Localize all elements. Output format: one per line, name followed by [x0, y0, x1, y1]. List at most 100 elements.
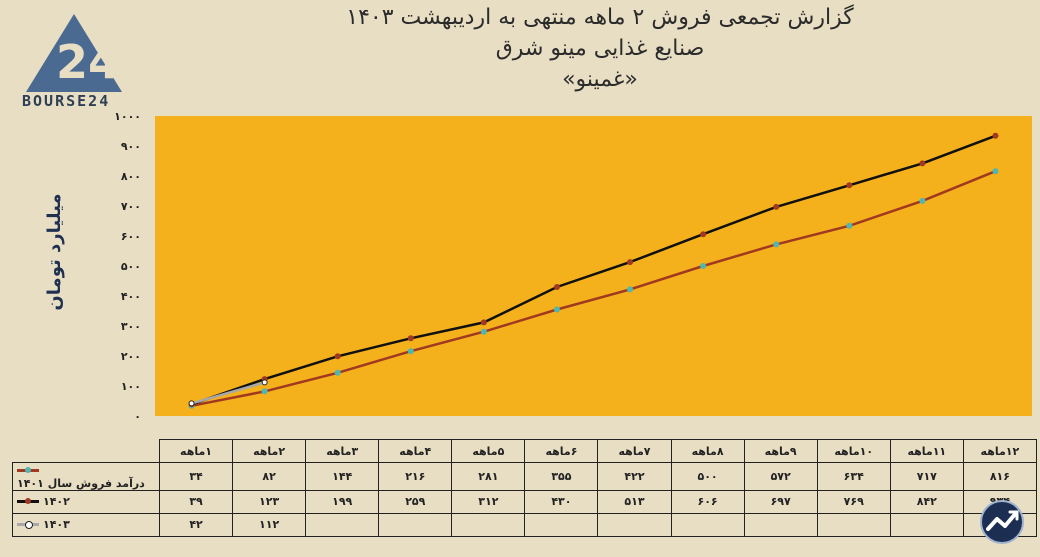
data-label: ۲۵۹ — [378, 489, 453, 514]
data-point — [627, 286, 634, 293]
y-tick-label: ۸۰۰ — [121, 170, 141, 183]
data-point — [919, 197, 926, 204]
data-point — [188, 400, 195, 407]
data-point — [553, 284, 560, 290]
chart-title: گزارش تجمعی فروش ۲ ماهه منتهی به اردیبهش… — [300, 2, 900, 95]
data-label: ۴۲ — [158, 512, 234, 537]
category-label: ۱۰ماهه — [816, 439, 891, 463]
data-point — [992, 132, 999, 139]
y-tick-label: ۵۰۰ — [121, 260, 141, 273]
data-point — [407, 348, 414, 355]
data-label: ۵۱۳ — [597, 489, 672, 514]
data-label: ۶۹۷ — [743, 489, 818, 514]
legend-label: ۱۴۰۳ — [43, 518, 70, 532]
logo-text: BOURSE24 — [22, 92, 111, 110]
data-point — [480, 319, 487, 326]
legend-swatch — [17, 498, 39, 505]
category-label: ۱۱ماهه — [889, 439, 964, 463]
data-point — [773, 203, 780, 210]
data-point — [773, 241, 780, 248]
data-point — [846, 182, 853, 189]
series-line-2 — [191, 381, 265, 405]
data-table: ۱ماهه ۲ماهه ۳ماهه ۴ماهه ۵ماهه ۶ماهه ۷ماهه ۸ماهه… — [12, 439, 1037, 537]
data-label: ۸۴۲ — [889, 489, 964, 514]
data-point — [334, 353, 341, 360]
table-row: ۱۴۰۳ ۴۲ ۱۱۲ — [12, 512, 1037, 537]
y-tick-label: ۰ — [134, 410, 141, 423]
data-label: ۱۴۴ — [305, 462, 380, 491]
data-label — [451, 512, 526, 537]
y-tick-label: ۹۰۰ — [121, 140, 141, 153]
line-chart: ۰ ۱۰۰ ۲۰۰ ۳۰۰ ۴۰۰ ۵۰۰ ۶۰۰ ۷۰۰ ۸۰۰ ۹۰۰ ۱۰۰۰ — [114, 110, 1032, 423]
category-label: ۲ماهه — [232, 439, 307, 463]
data-point — [700, 231, 707, 238]
data-label: ۱۹۹ — [305, 489, 380, 514]
data-label — [743, 512, 818, 537]
data-label: ۳۵۵ — [524, 462, 599, 491]
data-label — [670, 512, 745, 537]
data-label: ۳۴ — [158, 462, 234, 491]
legend-marker — [25, 498, 31, 505]
data-point — [700, 263, 707, 269]
y-tick-label: ۴۰۰ — [121, 290, 141, 303]
category-label: ۵ماهه — [451, 439, 526, 463]
data-label: ۶۳۴ — [816, 462, 891, 491]
legend-entry: درآمد فروش سال ۱۴۰۱ — [12, 462, 160, 491]
data-point — [553, 306, 560, 313]
legend-label: درآمد فروش سال ۱۴۰۱ — [17, 476, 145, 490]
data-label: ۸۲ — [232, 462, 307, 491]
data-label: ۵۷۲ — [743, 462, 818, 491]
data-label — [305, 512, 380, 537]
data-point — [334, 369, 341, 376]
data-point — [480, 328, 487, 335]
legend-entry: ۱۴۰۳ — [12, 512, 160, 537]
table-row: ۱۴۰۲۳۹۱۲۳۱۹۹۲۵۹۳۱۲۴۳۰۵۱۳۶۰۶۶۹۷۷۶۹۸۴۲۹۳۴ — [12, 489, 1037, 514]
svg-text:24: 24 — [56, 35, 120, 89]
data-label: ۲۱۶ — [378, 462, 453, 491]
title-line-2: صنایع غذایی مینو شرق — [495, 36, 705, 61]
data-point — [627, 259, 634, 266]
data-point — [261, 388, 268, 395]
data-label — [889, 512, 964, 537]
data-label: ۷۱۷ — [889, 462, 964, 491]
y-tick-label: ۶۰۰ — [121, 230, 141, 243]
data-label: ۱۲۳ — [232, 489, 307, 514]
data-label — [524, 512, 599, 537]
data-label: ۳۱۲ — [451, 489, 526, 514]
table-row: درآمد فروش سال ۱۴۰۱ ۳۴ ۸۲ ۱۴۴ ۲۱۶ ۲۸۱ ۳۵۵ ۴۲۲ ۵۰… — [12, 462, 1037, 491]
category-label: ۱۲ماهه — [962, 439, 1037, 463]
trend-arrow-icon — [980, 500, 1024, 544]
table-header-row: ۱ماهه ۲ماهه ۳ماهه ۴ماهه ۵ماهه ۶ماهه ۷ماهه ۸ماهه… — [13, 439, 1037, 463]
legend-entry: ۱۴۰۲ — [12, 489, 160, 514]
bourse24-logo-icon: 24 — [26, 14, 122, 92]
category-label: ۷ماهه — [597, 439, 672, 463]
legend-swatch — [17, 466, 39, 473]
legend-marker — [25, 466, 31, 473]
legend-label: ۱۴۰۲ — [43, 495, 70, 509]
data-label: ۴۳۰ — [524, 489, 599, 514]
legend-swatch — [17, 521, 39, 530]
data-label: ۳۹ — [158, 489, 234, 514]
data-label: ۶۰۶ — [670, 489, 745, 514]
data-label: ۵۰۰ — [670, 462, 745, 491]
y-tick-label: ۱۰۰ — [121, 380, 141, 393]
y-tick-label: ۳۰۰ — [121, 320, 141, 333]
data-label: ۴۲۲ — [597, 462, 672, 491]
data-label: ۲۸۱ — [451, 462, 526, 491]
data-label: ۱۱۲ — [232, 512, 307, 537]
y-tick-label: ۱۰۰۰ — [114, 110, 141, 123]
plot-area — [155, 116, 1032, 416]
data-point — [919, 160, 926, 167]
y-tick-label: ۷۰۰ — [121, 200, 141, 213]
data-point — [846, 222, 853, 229]
data-label: ۷۶۹ — [816, 489, 891, 514]
series-line-0 — [191, 170, 996, 408]
data-label — [378, 512, 453, 537]
table-corner — [13, 440, 160, 463]
data-label — [597, 512, 672, 537]
category-label: ۱ماهه — [158, 439, 234, 463]
title-line-1: گزارش تجمعی فروش ۲ ماهه منتهی به اردیبهش… — [346, 5, 854, 30]
data-label: ۸۱۶ — [962, 462, 1037, 491]
series-line-1 — [191, 134, 996, 406]
data-point — [992, 168, 999, 175]
